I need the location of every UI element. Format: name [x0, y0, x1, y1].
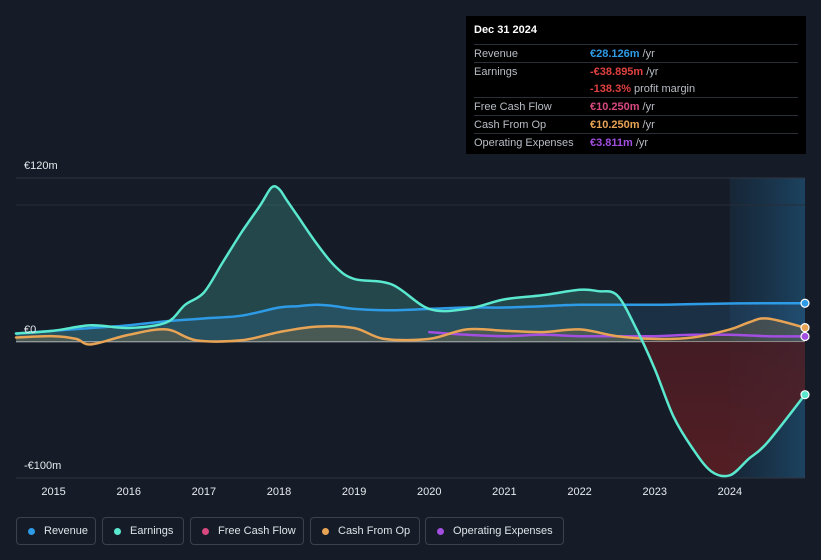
x-tick-label-2023: 2023 — [642, 486, 666, 498]
tooltip-value: €3.811m — [590, 136, 633, 149]
tooltip-unit: /yr — [635, 136, 649, 149]
tooltip-row-revenue: Revenue €28.126m /yr — [474, 44, 798, 62]
x-tick-label-2021: 2021 — [492, 486, 516, 498]
x-tick-label-2018: 2018 — [267, 486, 291, 498]
tooltip-value: -€38.895m — [590, 65, 644, 78]
tooltip-date: Dec 31 2024 — [474, 24, 537, 36]
cash-from-op-line — [14, 317, 807, 346]
tooltip-row-operating-expenses: Operating Expenses €3.811m /yr — [474, 133, 798, 151]
x-tick-label-2024: 2024 — [718, 486, 742, 498]
earnings-line — [14, 184, 807, 478]
y-tick-label-zero: €0 — [24, 324, 37, 336]
legend-item-operating-expenses[interactable]: Operating Expenses — [425, 517, 564, 545]
legend-dot — [437, 527, 444, 535]
legend-label: Free Cash Flow — [218, 525, 296, 537]
tooltip: Dec 31 2024 Revenue €28.126m /yr Earning… — [466, 16, 806, 154]
tooltip-unit: /yr — [642, 118, 655, 131]
tooltip-value: -138.3% — [590, 82, 631, 95]
legend-label: Earnings — [130, 525, 174, 537]
tooltip-label: Free Cash Flow — [474, 100, 552, 113]
revenue-line — [14, 302, 807, 335]
legend-label: Revenue — [44, 525, 89, 537]
operating-expenses-end-marker — [800, 331, 810, 342]
x-tick-label-2022: 2022 — [567, 486, 591, 498]
tooltip-value: €10.250m — [590, 100, 640, 113]
tooltip-unit: /yr — [646, 65, 659, 78]
cash-from-op-area — [16, 318, 805, 345]
y-tick-label-top: €120m — [24, 160, 58, 172]
legend-item-revenue[interactable]: Revenue — [16, 517, 96, 545]
earnings-area-negative — [642, 341, 805, 477]
revenue-end-marker — [800, 298, 810, 308]
x-tick-label-2016: 2016 — [116, 486, 140, 498]
tooltip-label: Cash From Op — [474, 118, 547, 131]
tooltip-unit: profit margin — [633, 82, 696, 95]
tooltip-unit: /yr — [642, 47, 655, 60]
legend-dot — [202, 527, 209, 535]
tooltip-label: Revenue — [474, 47, 519, 60]
tooltip-row-earnings: Earnings -€38.895m /yr — [474, 62, 798, 80]
tooltip-row-cash-from-op: Cash From Op €10.250m /yr — [474, 115, 798, 133]
revenue-area — [16, 303, 805, 342]
legend-dot — [28, 527, 35, 535]
y-tick-label-bottom: -€100m — [24, 460, 62, 472]
x-tick-label-2020: 2020 — [417, 486, 441, 498]
tooltip-row-profit-margin: -138.3% profit margin — [474, 80, 798, 97]
legend-label: Operating Expenses — [453, 525, 553, 537]
legend-dot — [322, 527, 329, 535]
legend-item-cash-from-op[interactable]: Cash From Op — [310, 517, 420, 545]
x-tick-label-2017: 2017 — [192, 486, 216, 498]
legend-dot — [114, 527, 121, 535]
x-tick-label-2019: 2019 — [342, 486, 366, 498]
tooltip-label: Earnings — [474, 65, 518, 78]
tooltip-value: €28.126m — [590, 47, 640, 60]
tooltip-unit: /yr — [642, 100, 655, 113]
cash-from-op-end-marker — [800, 323, 810, 333]
legend-item-free-cash-flow[interactable]: Free Cash Flow — [190, 517, 304, 545]
tooltip-label: Operating Expenses — [474, 136, 574, 149]
earnings-area-positive — [16, 186, 805, 342]
legend-item-earnings[interactable]: Earnings — [102, 517, 184, 545]
tooltip-row-free-cash-flow: Free Cash Flow €10.250m /yr — [474, 97, 798, 115]
legend-label: Cash From Op — [338, 525, 411, 537]
x-tick-label-2015: 2015 — [41, 486, 65, 498]
earnings-end-marker — [800, 390, 810, 400]
tooltip-value: €10.250m — [590, 118, 640, 131]
